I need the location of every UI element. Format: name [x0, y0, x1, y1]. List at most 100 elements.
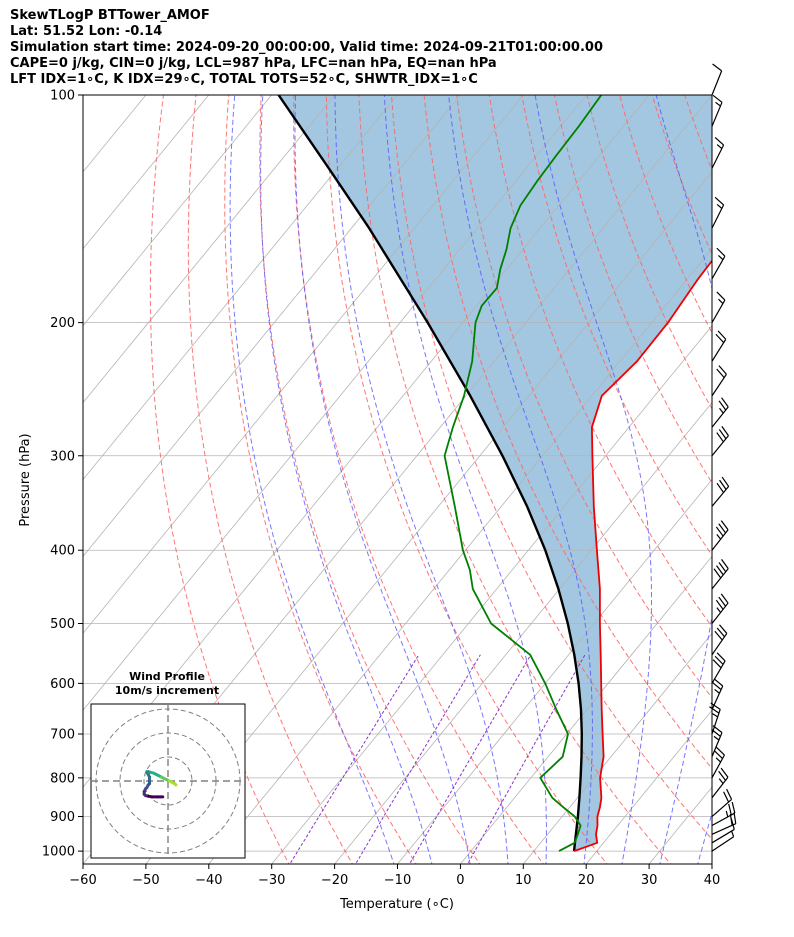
isotherm-line [83, 95, 335, 404]
wind-barb [711, 196, 725, 229]
x-axis-label: Temperature (∘C) [339, 897, 454, 912]
wind-barb-flag [719, 479, 727, 490]
wind-barb-flag [723, 791, 730, 803]
wind-barb [709, 702, 721, 735]
wind-barb-flag [718, 596, 727, 607]
wind-barb-flag [730, 830, 735, 837]
isotherm-lines [83, 95, 712, 864]
wind-barb-flag [718, 400, 727, 411]
wind-barb-flag [716, 565, 724, 576]
wind-barb-flag [721, 426, 729, 436]
wind-barb-flag [712, 713, 719, 718]
wind-barbs [709, 63, 737, 852]
wind-barb [711, 520, 729, 551]
wind-barb-flag [726, 788, 733, 800]
dry-adiabat-line [259, 95, 481, 864]
moist-adiabat-line [655, 95, 712, 864]
dry-adiabat-line [224, 95, 417, 864]
time-line: Simulation start time: 2024-09-20_00:00:… [10, 40, 603, 55]
wind-barb [711, 801, 736, 827]
isotherm-line [83, 95, 461, 558]
y-tick-label: 500 [50, 617, 75, 632]
wind-barb-flag [713, 568, 722, 579]
wind-barb [711, 247, 726, 280]
wind-barb [711, 94, 723, 127]
wind-barb-flag [718, 562, 727, 573]
dry-adiabat-line [423, 95, 712, 770]
dewpoint-line [443, 95, 603, 852]
dry-adiabat-line [293, 95, 545, 864]
wind-barb-flag [721, 559, 729, 569]
mixing-ratio-line [355, 654, 481, 864]
chart-header: SkewTLogP BTTower_AMOF Lat: 51.52 Lon: -… [10, 8, 603, 88]
wind-barb [711, 652, 726, 684]
wind-barb [711, 365, 727, 397]
wind-barb-flag [720, 593, 729, 604]
wind-barb-staff [711, 823, 737, 835]
wind-barb-flag [720, 520, 729, 531]
wind-barb-staff [711, 602, 729, 624]
wind-barb-staff [711, 70, 723, 96]
wind-barb-flag [716, 144, 723, 150]
hodograph-subtitle: 10m/s increment [114, 684, 220, 697]
wind-barb-staff [711, 709, 721, 735]
wind-barb-flag [718, 298, 724, 304]
wind-barb-staff [711, 812, 736, 827]
wind-barb-flag [716, 533, 722, 540]
wind-barb-staff [711, 435, 729, 457]
isotherm-line [83, 95, 210, 250]
wind-barb-staff [711, 732, 723, 757]
isotherm-line [460, 555, 712, 864]
dry-adiabat-line [712, 78, 794, 867]
moist-adiabat-line [534, 95, 652, 864]
isotherm-line [271, 325, 712, 864]
wind-barb-staff [711, 529, 729, 551]
wind-barb-flag [714, 655, 724, 665]
wind-barb-flag [717, 330, 727, 340]
dry-adiabat-line [456, 95, 712, 699]
dry-adiabat-line [488, 95, 712, 628]
wind-barb [711, 624, 728, 656]
dry-adiabat-line [390, 95, 712, 840]
cape-cin-fill [278, 95, 712, 852]
x-tick-label: 0 [456, 873, 464, 888]
wind-barb-flag [716, 607, 722, 613]
location-line: Lat: 51.52 Lon: -0.14 [10, 24, 163, 39]
wind-barb-flag [721, 476, 730, 487]
wind-barb-staff [711, 144, 725, 169]
wind-barb-flag [718, 254, 724, 261]
hodograph-title: Wind Profile 10m/s increment [96, 670, 238, 698]
wind-barb-flag [715, 526, 724, 537]
wind-barb-staff [711, 486, 730, 507]
x-tick-label: −30 [258, 873, 285, 888]
wind-barb [711, 767, 729, 799]
index-line: LFT IDX=1∘C, K IDX=29∘C, TOTAL TOTS=52∘C… [10, 72, 478, 87]
wind-barb-flag [712, 94, 723, 103]
y-tick-label: 100 [50, 89, 75, 104]
wind-barb [711, 476, 730, 507]
dry-adiabat-line [187, 95, 354, 864]
profile-series [277, 95, 712, 852]
wind-barb-staff [711, 299, 726, 323]
wind-barb-flag [714, 196, 725, 206]
dry-adiabat-lines [149, 78, 794, 867]
hodograph-inset [90, 703, 246, 859]
wind-barb-staff [711, 828, 735, 844]
wind-barb-flag [713, 735, 720, 741]
x-tick-label: −40 [195, 873, 222, 888]
parcel-line [277, 95, 583, 852]
y-tick-label: 600 [50, 677, 75, 692]
x-tick-label: 30 [641, 873, 658, 888]
wind-barb [711, 725, 723, 757]
wind-barb-flag [725, 810, 729, 818]
wind-barb-staff [711, 338, 727, 362]
moist-adiabat-line [383, 95, 547, 864]
wind-barb-staff [711, 255, 726, 280]
wind-barb-flag [720, 767, 729, 778]
x-tick-label: −20 [321, 873, 348, 888]
dry-adiabat-line [325, 95, 608, 864]
y-axis-label: Pressure (hPa) [18, 433, 33, 526]
wind-barb-flag [715, 746, 725, 756]
wind-barb-flag [714, 136, 725, 146]
wind-barb-flag [731, 801, 736, 814]
